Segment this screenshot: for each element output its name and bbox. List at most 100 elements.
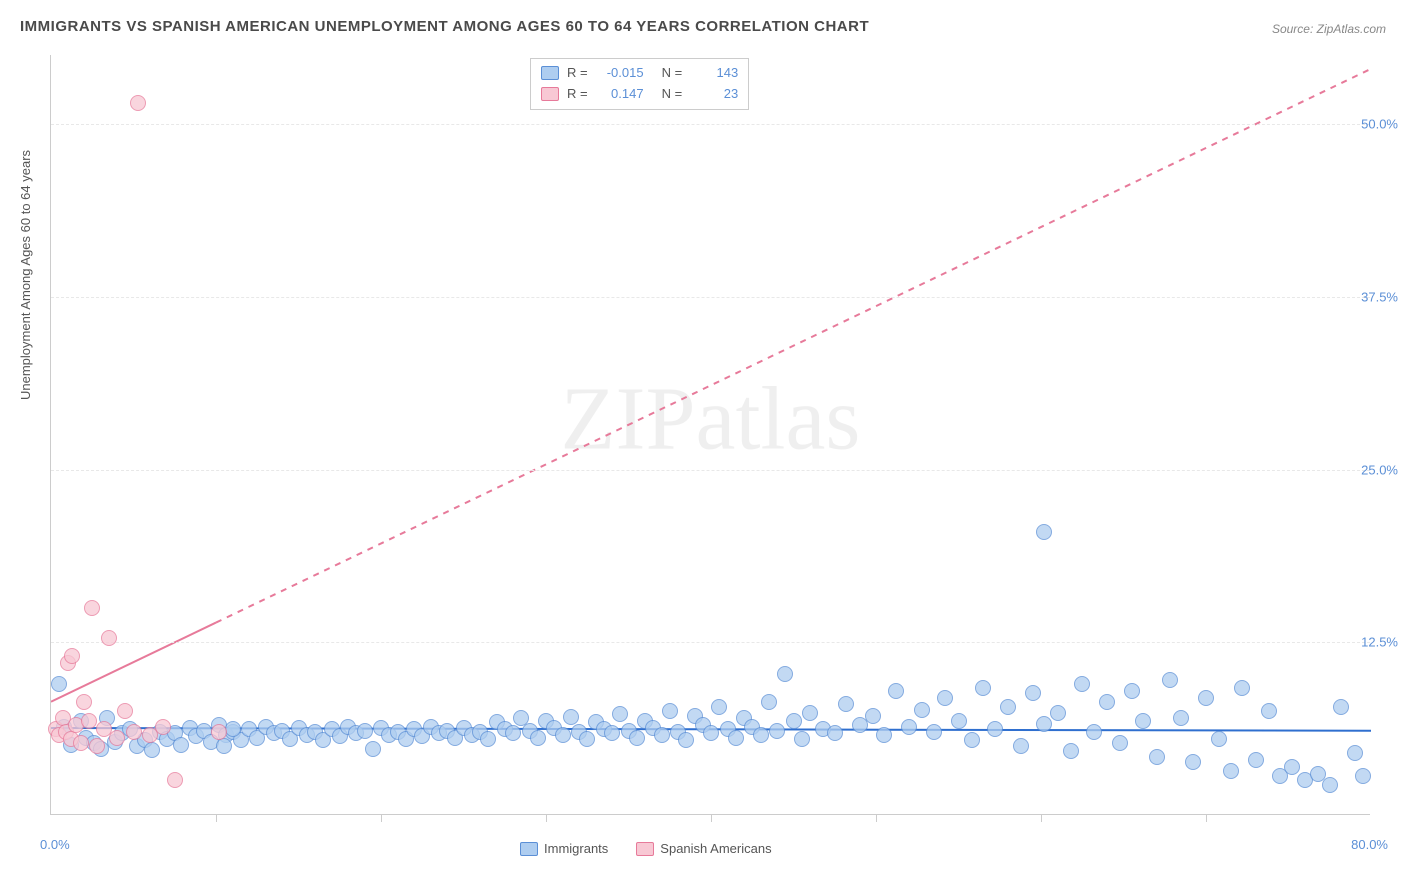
legend-swatch (636, 842, 654, 856)
data-point (838, 696, 854, 712)
data-point (1135, 713, 1151, 729)
data-point (76, 694, 92, 710)
data-point (1248, 752, 1264, 768)
data-point (73, 735, 89, 751)
data-point (1086, 724, 1102, 740)
grid-line (51, 470, 1370, 471)
x-tick (876, 814, 877, 822)
data-point (1284, 759, 1300, 775)
data-point (109, 730, 125, 746)
data-point (802, 705, 818, 721)
grid-line (51, 642, 1370, 643)
data-point (987, 721, 1003, 737)
series-label: Immigrants (544, 841, 608, 856)
data-point (678, 732, 694, 748)
data-point (555, 727, 571, 743)
data-point (1050, 705, 1066, 721)
data-point (1234, 680, 1250, 696)
legend-swatch (520, 842, 538, 856)
data-point (1013, 738, 1029, 754)
data-point (126, 724, 142, 740)
stats-legend-row: R = -0.015 N = 143 (541, 63, 738, 84)
data-point (216, 738, 232, 754)
legend-swatch (541, 87, 559, 101)
data-point (51, 676, 67, 692)
data-point (365, 741, 381, 757)
data-point (761, 694, 777, 710)
data-point (654, 727, 670, 743)
data-point (951, 713, 967, 729)
data-point (117, 703, 133, 719)
y-tick-label: 25.0% (1361, 462, 1398, 477)
source-attribution: Source: ZipAtlas.com (1272, 22, 1386, 36)
data-point (1347, 745, 1363, 761)
x-tick (711, 814, 712, 822)
data-point (629, 730, 645, 746)
x-tick (216, 814, 217, 822)
r-label: R = (567, 63, 588, 84)
data-point (211, 724, 227, 740)
data-point (530, 730, 546, 746)
x-tick (546, 814, 547, 822)
data-point (876, 727, 892, 743)
data-point (612, 706, 628, 722)
data-point (794, 731, 810, 747)
data-point (703, 725, 719, 741)
data-point (173, 737, 189, 753)
data-point (662, 703, 678, 719)
data-point (357, 723, 373, 739)
n-label: N = (662, 63, 683, 84)
data-point (1000, 699, 1016, 715)
data-point (505, 725, 521, 741)
x-tick (381, 814, 382, 822)
y-tick-label: 50.0% (1361, 117, 1398, 132)
data-point (84, 600, 100, 616)
grid-line (51, 297, 1370, 298)
data-point (786, 713, 802, 729)
data-point (130, 95, 146, 111)
data-point (1333, 699, 1349, 715)
data-point (1223, 763, 1239, 779)
data-point (1063, 743, 1079, 759)
y-tick-label: 12.5% (1361, 635, 1398, 650)
data-point (579, 731, 595, 747)
data-point (1074, 676, 1090, 692)
legend-swatch (541, 66, 559, 80)
x-axis-max-label: 80.0% (1351, 837, 1388, 852)
r-value: -0.015 (596, 63, 644, 84)
series-legend-item: Spanish Americans (636, 841, 771, 856)
data-point (888, 683, 904, 699)
data-point (1124, 683, 1140, 699)
data-point (964, 732, 980, 748)
data-point (563, 709, 579, 725)
data-point (975, 680, 991, 696)
n-value: 143 (690, 63, 738, 84)
data-point (1036, 524, 1052, 540)
data-point (1036, 716, 1052, 732)
y-tick-label: 37.5% (1361, 289, 1398, 304)
r-value: 0.147 (596, 84, 644, 105)
data-point (711, 699, 727, 715)
data-point (827, 725, 843, 741)
data-point (769, 723, 785, 739)
data-point (81, 713, 97, 729)
data-point (1322, 777, 1338, 793)
data-point (937, 690, 953, 706)
data-point (144, 742, 160, 758)
data-point (1099, 694, 1115, 710)
data-point (1185, 754, 1201, 770)
data-point (1025, 685, 1041, 701)
r-label: R = (567, 84, 588, 105)
n-label: N = (662, 84, 683, 105)
chart-title: IMMIGRANTS VS SPANISH AMERICAN UNEMPLOYM… (20, 18, 869, 35)
data-point (901, 719, 917, 735)
y-axis-label: Unemployment Among Ages 60 to 64 years (18, 150, 33, 400)
data-point (777, 666, 793, 682)
series-legend-item: Immigrants (520, 841, 608, 856)
data-point (155, 719, 171, 735)
series-legend: Immigrants Spanish Americans (520, 841, 772, 856)
x-tick (1041, 814, 1042, 822)
data-point (101, 630, 117, 646)
data-point (1211, 731, 1227, 747)
data-point (914, 702, 930, 718)
